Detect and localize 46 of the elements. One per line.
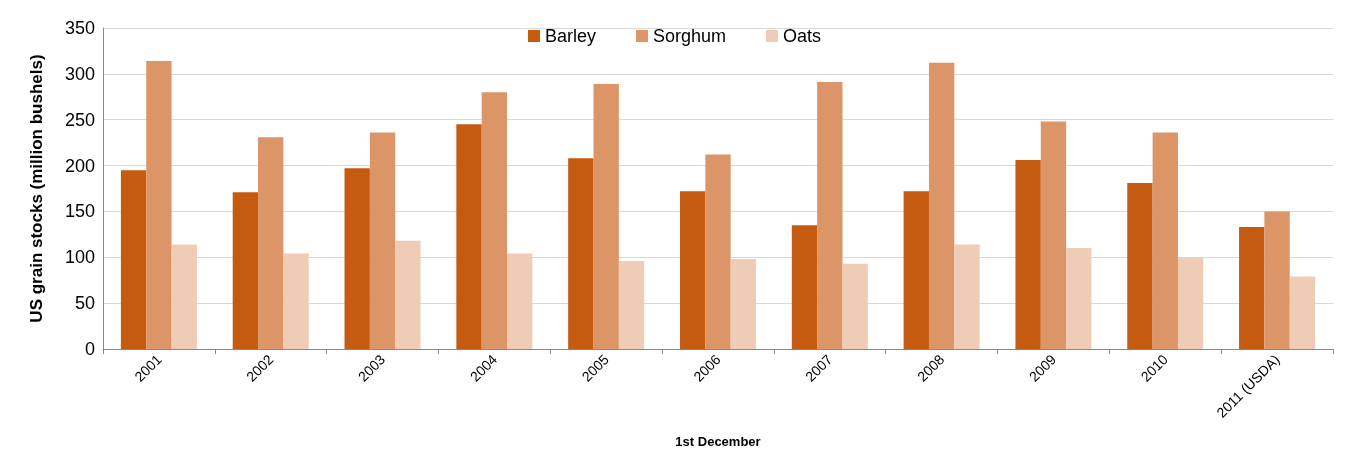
y-tick-label: 300: [64, 63, 95, 84]
bar: [1015, 160, 1041, 349]
bar: [456, 124, 482, 349]
bar: [618, 260, 645, 349]
y-axis-title: US grain stocks (million bushels): [27, 54, 46, 323]
bar: [730, 259, 757, 349]
bar: [258, 137, 284, 349]
bar: [146, 61, 172, 349]
x-axis-title: 1st December: [675, 434, 761, 449]
bar: [1040, 121, 1067, 349]
bar: [1127, 183, 1153, 349]
bar: [171, 244, 197, 349]
y-tick-label: 100: [64, 247, 95, 268]
y-tick-label: 200: [64, 155, 95, 176]
bar: [1289, 276, 1316, 349]
legend-label: Sorghum: [652, 26, 727, 46]
y-tick-label: 50: [74, 293, 95, 314]
bar: [593, 83, 619, 349]
bar: [705, 154, 731, 349]
bar: [120, 170, 147, 349]
bar: [369, 132, 396, 349]
bar: [1152, 132, 1178, 349]
bar: [928, 62, 955, 349]
bar: [1239, 227, 1265, 349]
bar: [568, 158, 594, 349]
bar: [842, 263, 868, 349]
legend-label: Barley: [544, 26, 596, 46]
bar: [1264, 211, 1290, 349]
legend-label: Oats: [783, 26, 822, 46]
bar: [679, 191, 706, 349]
bar: [507, 253, 533, 349]
bar: [395, 240, 421, 349]
bar: [817, 82, 843, 349]
y-tick-label: 0: [84, 339, 95, 359]
bar: [1177, 257, 1204, 349]
bar: [1066, 248, 1092, 349]
bar: [283, 253, 309, 349]
bar: [791, 225, 818, 349]
bar: [344, 168, 370, 349]
y-tick-label: 250: [64, 109, 95, 130]
y-tick-label: 350: [64, 18, 95, 38]
bar: [232, 192, 259, 349]
bar: [481, 92, 508, 349]
bar: [903, 191, 929, 349]
y-tick-label: 150: [64, 201, 95, 222]
bar: [954, 244, 980, 349]
